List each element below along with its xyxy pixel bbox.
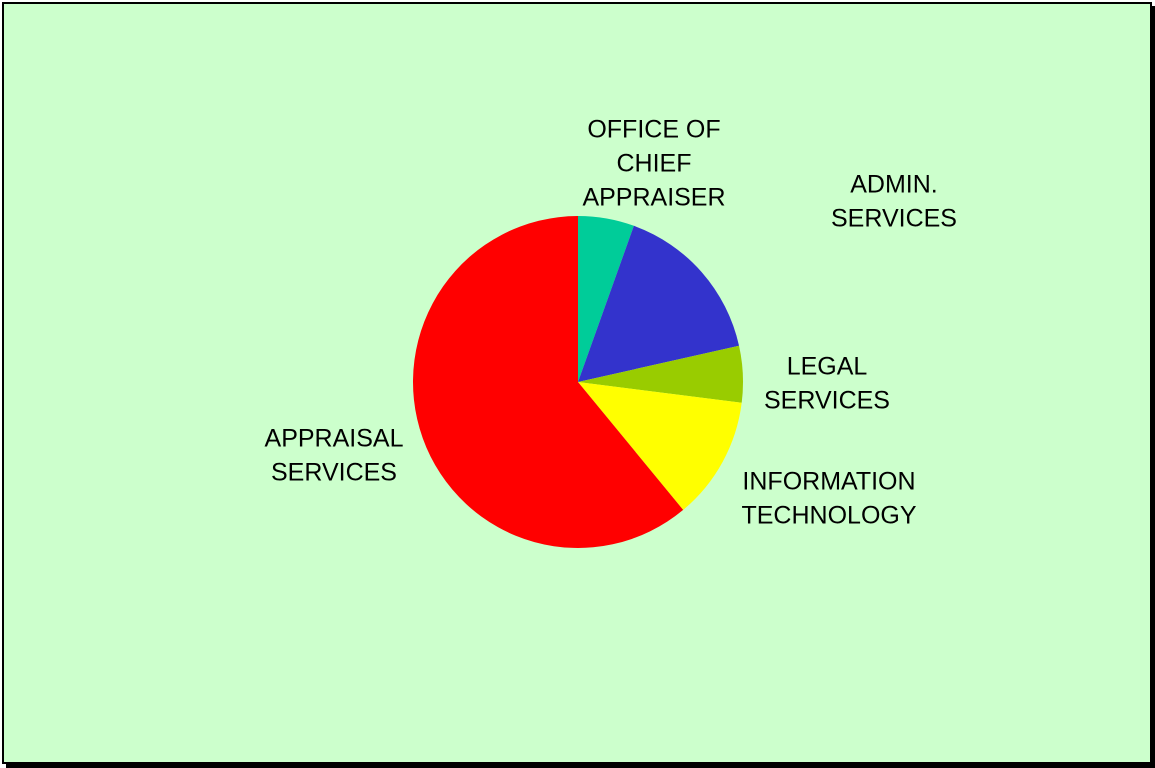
slice-label-line: SERVICES (271, 459, 397, 487)
pie-slice-4 (578, 382, 742, 510)
slice-label-line: APPRAISER (582, 184, 725, 212)
pie-labels: OFFICE OF CHIEF APPRAISER ADMIN. SERVICESLEG… (265, 116, 957, 530)
slice-label-1: OFFICE OF CHIEF APPRAISER (582, 116, 725, 212)
pie-slice-3 (578, 345, 744, 403)
slice-label-5: APPRAISAL SERVICES (265, 425, 404, 487)
pie-slice-1 (578, 216, 634, 382)
pie-slices (413, 216, 744, 548)
pie-chart: OFFICE OF CHIEF APPRAISER ADMIN. SERVICESLEG… (265, 116, 957, 548)
pie-slice-2 (578, 225, 740, 382)
pie-slice-5 (413, 216, 684, 548)
slice-label-2: ADMIN. SERVICES (831, 171, 957, 233)
slice-label-line: INFORMATION (742, 468, 915, 496)
slice-label-4: INFORMATION TECHNOLOGY (741, 468, 916, 530)
slice-label-line: TECHNOLOGY (741, 502, 916, 530)
slice-label-line: LEGAL (787, 353, 868, 381)
slice-label-line: OFFICE OF (587, 116, 720, 144)
slice-label-line: CHIEF (617, 150, 692, 178)
slice-label-line: ADMIN. (850, 171, 938, 199)
slice-label-3: LEGAL SERVICES (764, 353, 890, 415)
slice-label-line: SERVICES (764, 387, 890, 415)
slice-label-line: SERVICES (831, 205, 957, 233)
slice-label-line: APPRAISAL (265, 425, 404, 453)
